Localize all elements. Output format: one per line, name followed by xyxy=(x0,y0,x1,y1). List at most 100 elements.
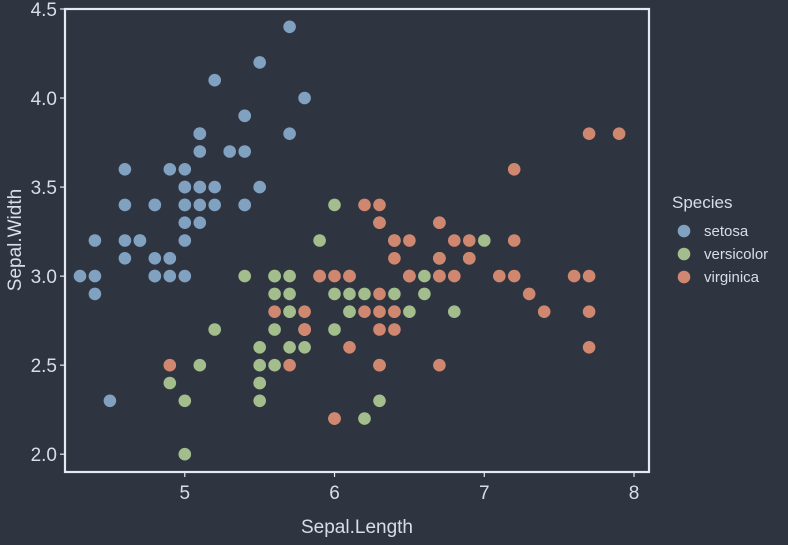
data-point-setosa xyxy=(223,145,236,158)
data-point-virginica xyxy=(313,269,326,283)
data-point-virginica xyxy=(403,234,416,247)
x-tick-label: 6 xyxy=(329,483,340,504)
x-tick-label: 8 xyxy=(629,483,640,504)
data-point-virginica xyxy=(373,358,386,372)
data-point-virginica xyxy=(403,269,416,283)
data-point-versicolor xyxy=(478,234,491,247)
data-point-versicolor xyxy=(283,287,296,301)
legend-title: Species xyxy=(672,193,732,212)
data-point-versicolor xyxy=(283,341,296,354)
data-point-setosa xyxy=(193,216,207,229)
data-point-versicolor xyxy=(268,269,281,283)
data-point-setosa xyxy=(163,251,177,265)
data-point-virginica xyxy=(582,269,596,283)
data-points xyxy=(73,20,626,461)
data-point-virginica xyxy=(373,198,386,212)
data-point-setosa xyxy=(298,91,311,105)
data-point-versicolor xyxy=(343,287,356,301)
data-point-virginica xyxy=(463,234,476,247)
data-point-virginica xyxy=(343,269,356,283)
legend-items: setosa versicolor virginica xyxy=(677,223,768,286)
data-point-setosa xyxy=(178,216,192,229)
y-tick-label: 3.5 xyxy=(31,178,57,199)
x-tick-label: 5 xyxy=(180,483,191,504)
data-point-virginica xyxy=(328,412,341,425)
data-point-versicolor xyxy=(313,234,326,247)
data-point-virginica xyxy=(507,269,521,283)
data-point-setosa xyxy=(208,198,221,212)
data-point-virginica xyxy=(343,341,356,354)
data-point-setosa xyxy=(118,198,132,212)
data-point-virginica xyxy=(507,234,521,247)
data-point-virginica xyxy=(328,269,341,283)
data-point-setosa xyxy=(283,20,296,34)
data-point-setosa xyxy=(163,163,177,176)
data-point-versicolor xyxy=(253,394,266,408)
data-point-setosa xyxy=(118,234,132,247)
data-point-virginica xyxy=(358,198,371,212)
data-point-virginica xyxy=(433,251,446,265)
data-point-versicolor xyxy=(328,287,341,301)
data-point-versicolor xyxy=(178,394,192,408)
legend-label-setosa: setosa xyxy=(704,223,749,240)
y-tick-label: 4.0 xyxy=(31,89,57,110)
data-point-setosa xyxy=(253,180,266,194)
data-point-virginica xyxy=(522,287,536,301)
data-point-setosa xyxy=(178,163,192,176)
data-point-versicolor xyxy=(178,447,192,461)
data-point-virginica xyxy=(582,127,596,140)
data-point-virginica xyxy=(388,251,401,265)
data-point-virginica xyxy=(463,251,476,265)
data-point-virginica xyxy=(433,269,446,283)
data-point-versicolor xyxy=(283,269,296,283)
data-point-versicolor xyxy=(268,323,281,336)
data-point-setosa xyxy=(238,198,251,212)
data-point-setosa xyxy=(148,269,162,283)
data-point-versicolor xyxy=(403,305,416,319)
data-point-versicolor xyxy=(418,269,431,283)
data-point-setosa xyxy=(193,145,207,158)
data-point-setosa xyxy=(178,234,192,247)
legend: Species setosa versicolor virginica xyxy=(672,193,768,286)
data-point-versicolor xyxy=(328,323,341,336)
data-point-versicolor xyxy=(358,412,371,425)
data-point-versicolor xyxy=(328,198,341,212)
data-point-versicolor xyxy=(283,305,296,319)
data-point-setosa xyxy=(133,234,147,247)
data-point-setosa xyxy=(283,127,296,140)
data-point-setosa xyxy=(118,251,132,265)
data-point-versicolor xyxy=(253,358,266,372)
data-point-setosa xyxy=(103,394,117,408)
data-point-setosa xyxy=(178,269,192,283)
data-point-setosa xyxy=(88,234,102,247)
data-point-versicolor xyxy=(193,358,207,372)
data-point-setosa xyxy=(208,180,221,194)
data-point-virginica xyxy=(388,323,401,336)
x-axis-title: Sepal.Length xyxy=(301,517,413,538)
data-point-virginica xyxy=(507,163,521,176)
data-point-virginica xyxy=(582,341,596,354)
data-point-setosa xyxy=(178,198,192,212)
legend-key-setosa xyxy=(677,224,691,238)
legend-label-virginica: virginica xyxy=(704,269,760,286)
data-point-setosa xyxy=(163,269,177,283)
data-point-versicolor xyxy=(163,376,177,390)
y-axis-title: Sepal.Width xyxy=(5,189,26,291)
data-point-versicolor xyxy=(253,341,266,354)
data-point-versicolor xyxy=(448,305,461,319)
data-point-versicolor xyxy=(358,287,371,301)
data-point-versicolor xyxy=(343,305,356,319)
data-point-virginica xyxy=(373,287,386,301)
data-point-setosa xyxy=(208,73,221,87)
data-point-virginica xyxy=(448,269,461,283)
data-point-virginica xyxy=(373,216,386,229)
data-point-virginica xyxy=(283,358,296,372)
data-point-virginica xyxy=(612,127,626,140)
data-point-versicolor xyxy=(208,323,221,336)
y-tick-label: 4.5 xyxy=(31,0,57,21)
x-tick-label: 7 xyxy=(479,483,490,504)
data-point-virginica xyxy=(298,323,311,336)
data-point-versicolor xyxy=(298,341,311,354)
data-point-versicolor xyxy=(253,376,266,390)
